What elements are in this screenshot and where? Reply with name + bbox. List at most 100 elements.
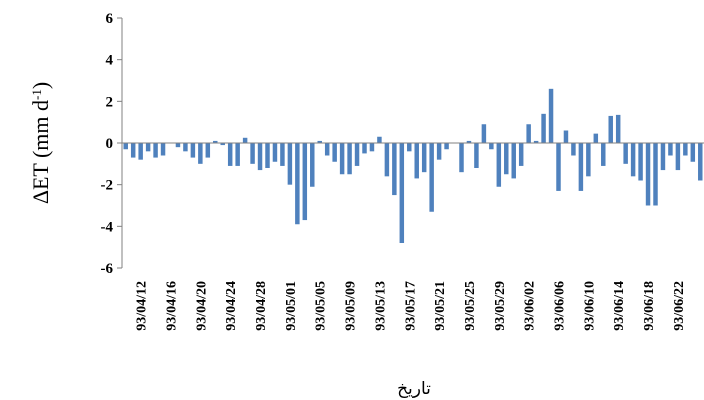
y-ticks-group: -6 -4 -2 0 2 4 6 — [101, 11, 122, 277]
bar-93/04/13 — [145, 143, 151, 152]
bar-93/04/27 — [250, 143, 255, 164]
y-tick-label: 4 — [106, 53, 114, 69]
bar-93/06/23 — [683, 143, 688, 156]
x-tick-label: 93/05/25 — [463, 281, 478, 331]
x-tick-label: 93/05/05 — [314, 281, 329, 331]
x-tick-label: 93/05/17 — [403, 281, 418, 331]
bar-93/04/21 — [205, 143, 211, 158]
bar-93/05/14 — [384, 143, 390, 177]
bar-93/06/25 — [698, 143, 703, 181]
x-tick-label: 93/06/22 — [672, 281, 687, 331]
bar-93/06/05 — [548, 88, 554, 143]
bar-93/06/17 — [638, 143, 643, 181]
y-tick-label: -4 — [101, 219, 114, 235]
y-tick-label: 6 — [106, 11, 114, 27]
x-tick-label: 93/05/21 — [433, 281, 448, 331]
bar-93/04/19 — [190, 143, 196, 158]
x-tick-label: 93/06/14 — [612, 281, 627, 331]
x-tick-label: 93/05/09 — [344, 281, 359, 331]
y-tick-label: -6 — [101, 261, 114, 277]
bar-93/04/29 — [265, 143, 270, 168]
bar-93/05/11 — [362, 143, 367, 154]
x-ticks-group: 93/04/12 93/04/16 93/04/20 93/04/24 93/04/28… — [135, 281, 687, 331]
bar-93/06/07 — [563, 130, 569, 143]
bar-93/04/10 — [123, 143, 128, 150]
x-tick-label: 93/06/18 — [642, 281, 657, 331]
bar-93/05/21 — [436, 143, 442, 160]
bar-93/06/02 — [526, 124, 531, 143]
bar-93/06/20 — [660, 143, 666, 171]
y-tick-label: -2 — [101, 178, 114, 194]
bar-93/04/11 — [130, 143, 136, 158]
bar-93/06/22 — [675, 143, 681, 171]
bar-93/06/04 — [541, 113, 546, 143]
bar-93/04/14 — [153, 143, 158, 158]
bar-93/06/24 — [690, 143, 696, 162]
bar-93/05/31 — [511, 143, 516, 179]
bar-93/05/26 — [474, 143, 479, 168]
bar-93/04/22 — [213, 140, 218, 143]
bar-93/06/06 — [556, 143, 561, 191]
bar-93/05/05 — [317, 140, 322, 143]
bar-93/06/11 — [593, 133, 599, 144]
bar-93/06/08 — [571, 143, 576, 156]
bar-93/05/27 — [481, 124, 487, 143]
bar-93/06/16 — [630, 143, 636, 177]
x-tick-label: 93/04/12 — [135, 281, 150, 331]
x-tick-label: 93/04/16 — [165, 281, 180, 331]
x-tick-label: 93/04/20 — [194, 281, 209, 331]
bar-93/05/10 — [354, 143, 360, 166]
bar-93/05/16 — [399, 143, 405, 243]
bar-93/05/15 — [392, 143, 397, 196]
bar-93/06/01 — [518, 143, 524, 166]
y-tick-label: 0 — [106, 136, 114, 152]
bar-93/06/13 — [608, 115, 613, 143]
bar-93/06/03 — [533, 140, 539, 143]
bars-group — [123, 88, 703, 243]
bar-93/04/12 — [138, 143, 143, 160]
bar-93/04/20 — [198, 143, 203, 164]
x-tick-label: 93/06/02 — [523, 281, 538, 331]
bar-93/06/15 — [623, 143, 628, 164]
bar-93/05/07 — [332, 143, 337, 162]
bar-93/04/30 — [272, 143, 278, 162]
bar-93/04/26 — [242, 137, 248, 143]
bar-93/05/24 — [459, 143, 464, 173]
bar-93/05/30 — [504, 143, 509, 175]
bar-93/06/19 — [653, 143, 658, 206]
bar-93/05/01 — [287, 143, 293, 185]
bar-93/06/12 — [601, 143, 606, 166]
bar-93/05/19 — [421, 143, 427, 173]
x-tick-label: 93/05/01 — [284, 281, 299, 331]
bar-93/05/12 — [369, 143, 375, 152]
bar-93/04/18 — [183, 143, 188, 152]
bar-93/04/17 — [175, 143, 181, 148]
bar-93/05/06 — [324, 143, 330, 156]
bar-93/05/29 — [496, 143, 502, 187]
bar-93/05/02 — [295, 143, 300, 225]
bar-93/05/20 — [429, 143, 434, 212]
x-tick-label: 93/04/24 — [224, 281, 239, 331]
bar-93/05/03 — [302, 143, 308, 221]
y-tick-label: 2 — [106, 94, 114, 110]
bar-93/05/13 — [377, 136, 382, 143]
bar-93/06/10 — [586, 143, 591, 177]
bar-93/04/25 — [235, 143, 240, 166]
x-tick-label: 93/05/13 — [373, 281, 388, 331]
x-tick-label: 93/06/10 — [582, 281, 597, 331]
bar-93/04/24 — [227, 143, 233, 166]
bar-93/05/25 — [466, 140, 472, 143]
bar-93/05/09 — [347, 143, 352, 175]
bar-93/04/23 — [220, 143, 225, 146]
bar-93/05/28 — [489, 143, 494, 150]
bar-93/05/17 — [407, 143, 412, 152]
bar-93/05/04 — [310, 143, 315, 187]
bar-93/04/28 — [257, 143, 263, 171]
x-axis-title: تاریخ — [397, 379, 431, 399]
bar-93/06/18 — [645, 143, 651, 206]
x-tick-label: 93/04/28 — [254, 281, 269, 331]
bar-93/04/31 — [280, 143, 285, 166]
bar-93/06/21 — [668, 143, 673, 156]
bar-93/05/22 — [444, 143, 449, 150]
